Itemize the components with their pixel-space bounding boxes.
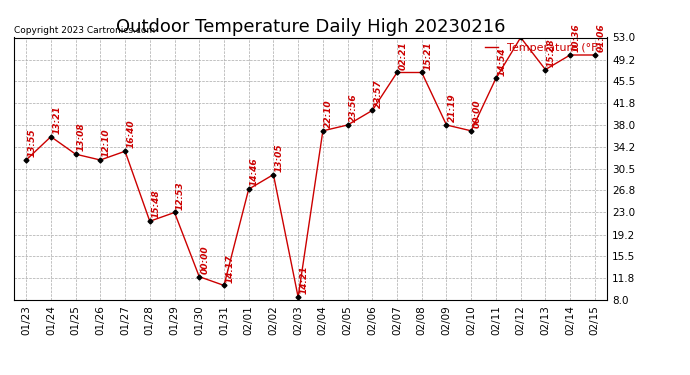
Text: 15:28: 15:28 — [546, 38, 555, 67]
Text: 13:05: 13:05 — [275, 143, 284, 172]
Text: 12:10: 12:10 — [101, 129, 110, 157]
Text: 16:40: 16:40 — [126, 120, 135, 148]
Text: 00:00: 00:00 — [201, 245, 210, 274]
Text: 23:57: 23:57 — [374, 79, 383, 108]
Text: 15:48: 15:48 — [151, 190, 160, 219]
Text: 01:06: 01:06 — [596, 24, 605, 52]
Text: 14:46: 14:46 — [250, 158, 259, 186]
Text: 12:53: 12:53 — [176, 181, 185, 210]
Text: 14:17: 14:17 — [226, 254, 235, 283]
Text: 00:00: 00:00 — [473, 99, 482, 128]
Text: 13:08: 13:08 — [77, 123, 86, 152]
Text: 14:54: 14:54 — [497, 47, 506, 75]
Text: 13:55: 13:55 — [28, 129, 37, 157]
Text: 10:36: 10:36 — [571, 24, 580, 52]
Legend: Temperature (°F): Temperature (°F) — [484, 43, 602, 53]
Text: 13:21: 13:21 — [52, 105, 61, 134]
Text: 23:56: 23:56 — [349, 94, 358, 122]
Text: 15:21: 15:21 — [423, 41, 432, 70]
Title: Outdoor Temperature Daily High 20230216: Outdoor Temperature Daily High 20230216 — [116, 18, 505, 36]
Text: 02:21: 02:21 — [398, 41, 407, 70]
Text: 21:19: 21:19 — [448, 94, 457, 122]
Text: 14:21: 14:21 — [299, 266, 308, 294]
Text: 22:10: 22:10 — [324, 99, 333, 128]
Text: Copyright 2023 Cartronics.com: Copyright 2023 Cartronics.com — [14, 26, 155, 35]
